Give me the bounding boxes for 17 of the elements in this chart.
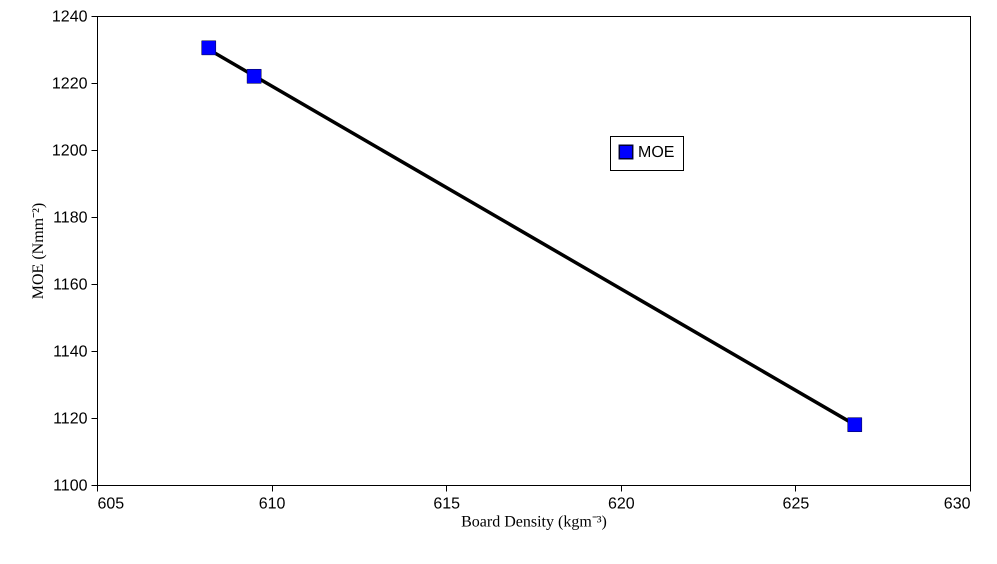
legend-label: MOE [638, 144, 674, 161]
y-tick-label: 1180 [53, 210, 88, 226]
x-tick-label: 605 [98, 496, 124, 512]
y-tick-label: 1160 [53, 276, 88, 294]
x-tick-label: 625 [782, 496, 810, 512]
y-axis-title: MOE (Nmm⁻²) [30, 202, 47, 300]
x-tick-label: 610 [258, 496, 286, 512]
x-tick-label: 630 [944, 496, 971, 512]
x-tick-label: 620 [608, 496, 635, 512]
y-tick-label: 1240 [52, 8, 88, 26]
y-tick-label: 1220 [52, 76, 88, 92]
y-tick-label: 1120 [53, 410, 88, 428]
x-tick-label: 615 [433, 496, 460, 512]
x-axis-title: Board Density (kgm⁻³) [461, 514, 607, 530]
y-tick-label: 1140 [53, 344, 88, 360]
y-tick-label: 1200 [52, 142, 88, 160]
y-tick-label: 1100 [53, 478, 88, 494]
